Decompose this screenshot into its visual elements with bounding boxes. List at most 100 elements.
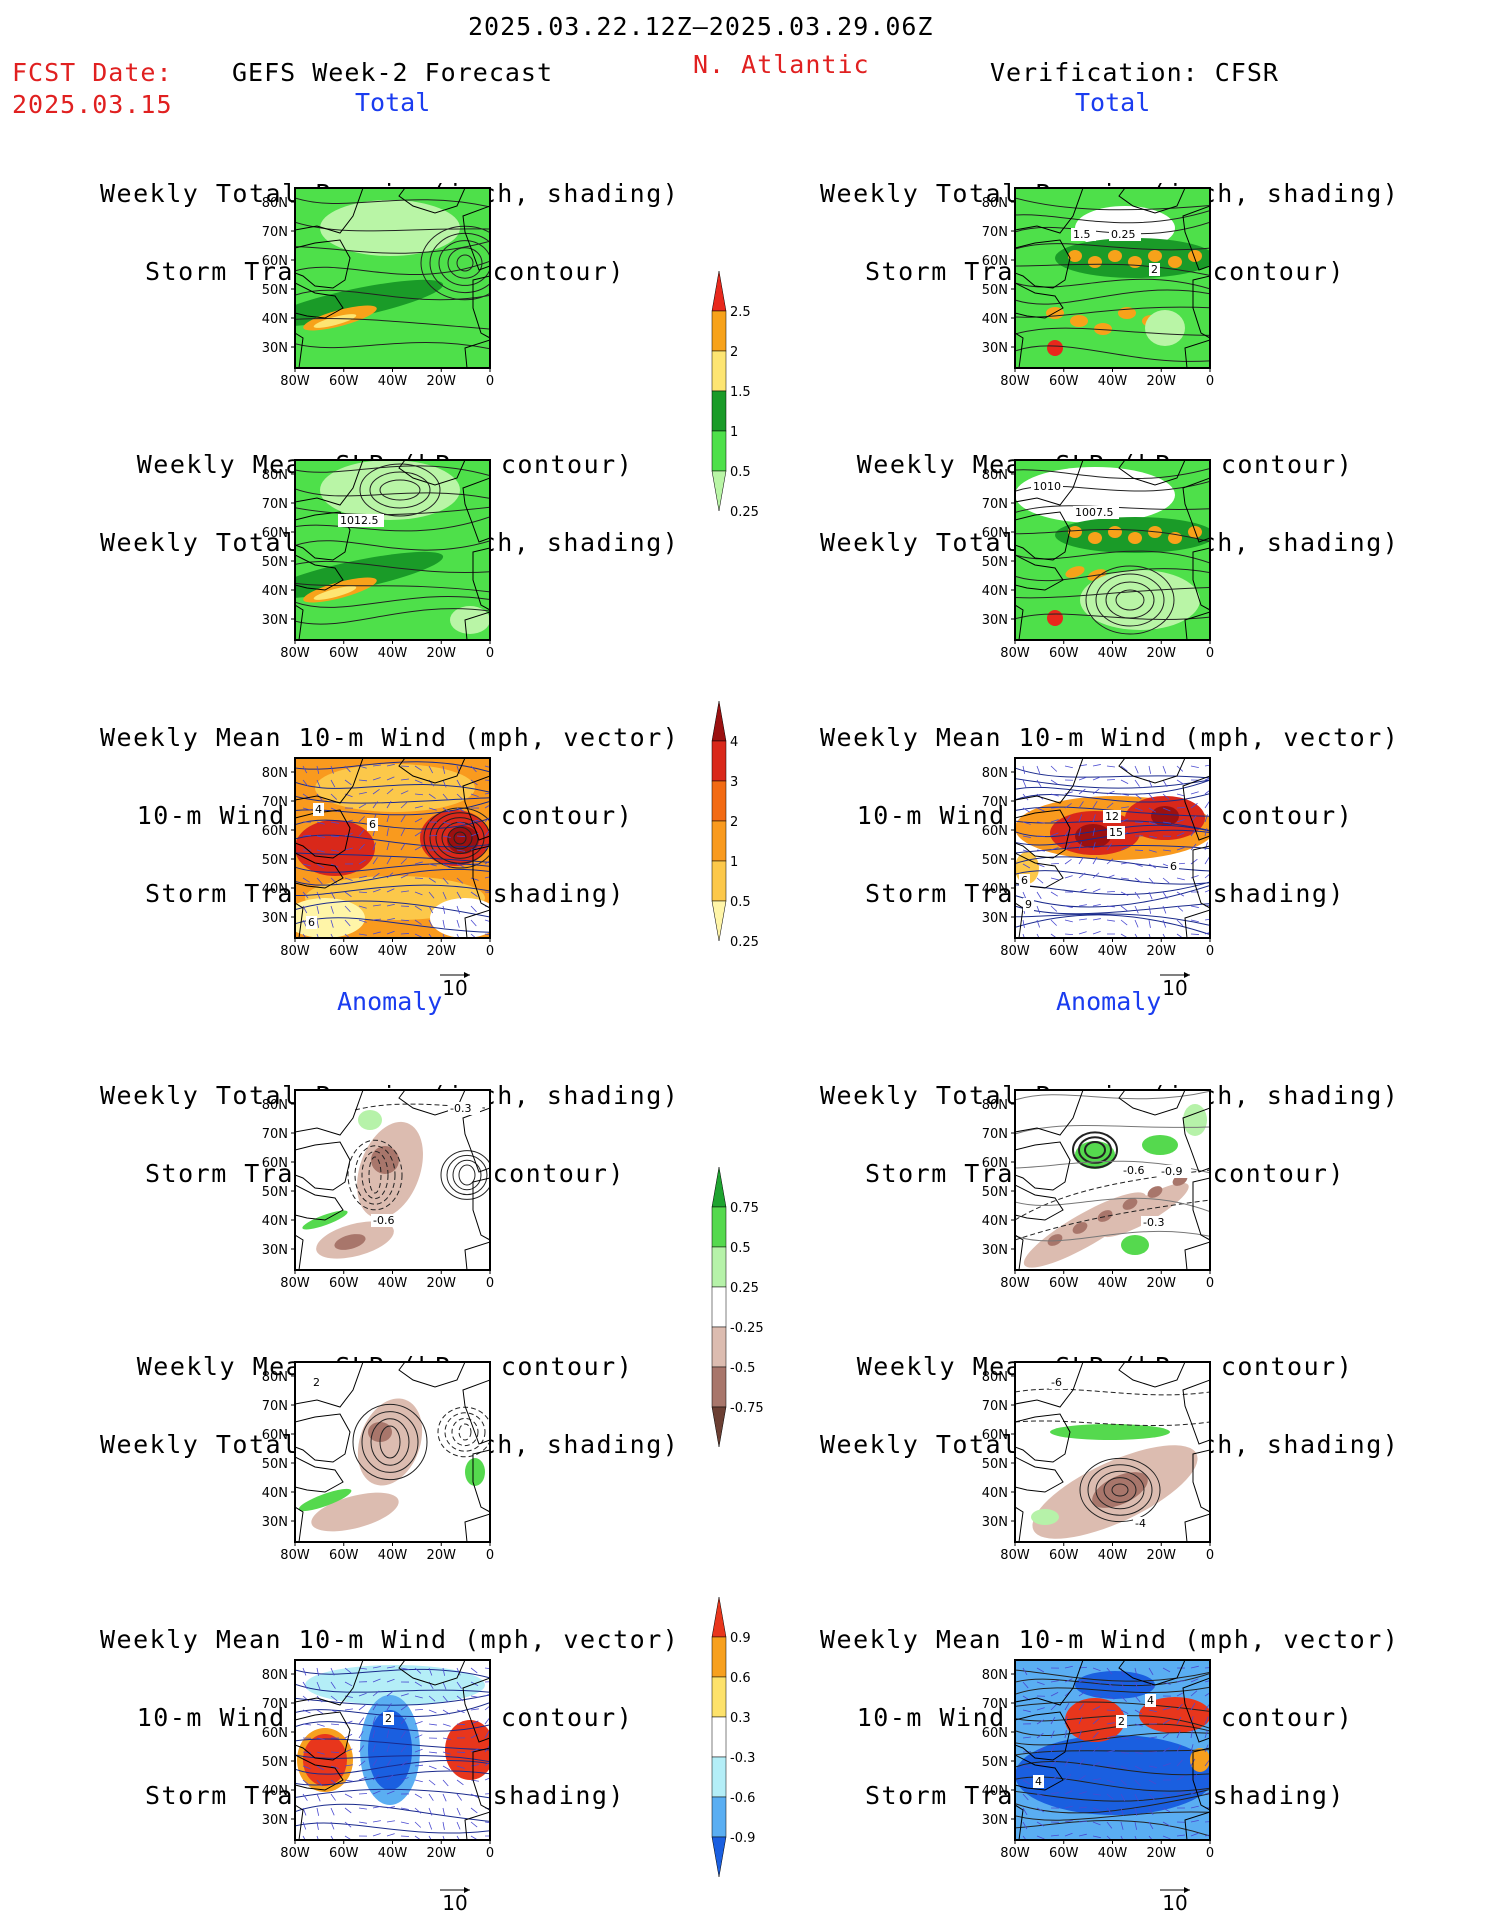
contour-line xyxy=(1015,289,1210,305)
wind-vector xyxy=(400,828,405,837)
wind-vector xyxy=(1190,1819,1199,1823)
wind-vector xyxy=(1134,1723,1143,1727)
wind-vector xyxy=(1120,793,1129,796)
contour-line xyxy=(1015,1789,1210,1802)
wind-vector xyxy=(470,1667,478,1674)
wind-vector xyxy=(316,1821,319,1830)
contour-line xyxy=(1015,1820,1210,1837)
wind-vector xyxy=(484,779,490,781)
wind-vector xyxy=(372,1678,381,1683)
wind-vector xyxy=(470,919,477,927)
wind-vector xyxy=(1148,793,1155,801)
wind-vector xyxy=(358,829,365,837)
coastline xyxy=(295,1456,344,1493)
wind-vector xyxy=(1134,849,1144,851)
contour-label: 1010 xyxy=(1033,480,1061,493)
wind-vector xyxy=(1036,1681,1045,1686)
lat-tick-label: 60N xyxy=(982,1428,1008,1443)
coastline xyxy=(1015,1234,1024,1270)
wind-vector xyxy=(344,1667,352,1674)
coastline xyxy=(398,460,466,486)
label-bg xyxy=(1033,1775,1044,1788)
wind-vector xyxy=(1162,1821,1171,1827)
wind-vector xyxy=(1148,1807,1154,1816)
wind-vector xyxy=(1148,1736,1157,1739)
wind-vector xyxy=(1036,877,1044,884)
shade-region xyxy=(1047,610,1063,626)
wind-vector xyxy=(372,857,378,865)
wind-vector xyxy=(1078,1679,1087,1683)
colorbar-swatch xyxy=(711,350,727,392)
shade-region xyxy=(1094,323,1112,335)
wind-vector xyxy=(330,1807,335,1816)
lon-tick-label: 20W xyxy=(427,1276,457,1291)
wind-vector xyxy=(344,919,351,927)
lat-tick-label: 70N xyxy=(982,497,1008,512)
wind-vector xyxy=(372,777,381,781)
lat-tick-label: 60N xyxy=(982,1726,1008,1741)
contour-label: -0.9 xyxy=(1161,1165,1182,1178)
wind-vector xyxy=(1204,889,1210,893)
colorbar-swatch xyxy=(711,1716,727,1758)
panel-content: 1010 1007.5 xyxy=(1015,460,1210,640)
coastline xyxy=(295,604,304,640)
wind-vector xyxy=(1120,1807,1124,1816)
wind-vector xyxy=(428,1723,437,1726)
contour-line xyxy=(295,240,490,254)
contour-line xyxy=(1015,779,1210,795)
wind-vector xyxy=(442,905,446,914)
lon-tick-label: 80W xyxy=(280,1276,310,1291)
wind-vector xyxy=(428,793,436,799)
lat-tick-label: 50N xyxy=(982,1457,1008,1472)
coastline xyxy=(1015,1711,1071,1761)
wind-vector xyxy=(456,1723,466,1726)
wind-vector xyxy=(1176,1680,1185,1683)
wind-vector xyxy=(358,1821,367,1824)
colorbar-cap xyxy=(711,470,727,512)
wind-vector xyxy=(372,764,381,767)
lat-tick-label: 70N xyxy=(262,1127,288,1142)
wind-vector xyxy=(316,1779,323,1787)
lat-tick-label: 40N xyxy=(262,1784,288,1799)
wind-vector xyxy=(330,779,336,788)
panel-content: -0.6 -0.9 -0.3 xyxy=(1015,1090,1210,1270)
wind-vector xyxy=(1050,1680,1059,1683)
shade-region xyxy=(1088,256,1102,268)
coastline xyxy=(1192,275,1210,339)
contour-line xyxy=(295,540,490,551)
wind-vector xyxy=(1036,1835,1045,1840)
wind-vector xyxy=(330,793,338,800)
wind-vector xyxy=(1050,1834,1059,1837)
shade-region xyxy=(1188,250,1202,262)
wind-vector xyxy=(1176,1730,1181,1739)
section-anomaly-right: Anomaly xyxy=(1056,987,1162,1016)
lat-tick-label: 80N xyxy=(262,196,288,211)
wind-vector xyxy=(1092,1761,1101,1767)
wind-vector xyxy=(1092,931,1101,935)
contour-line xyxy=(447,826,473,850)
contour-line xyxy=(295,488,490,499)
wind-vector xyxy=(456,863,465,868)
wind-vector xyxy=(1092,918,1101,921)
coastline xyxy=(1182,477,1210,543)
wind-vector xyxy=(1078,828,1082,837)
shade-region xyxy=(371,1146,399,1174)
coastline xyxy=(398,188,466,214)
coastline xyxy=(462,1107,490,1173)
contour-label: 6 xyxy=(369,818,376,831)
wind-vector xyxy=(1204,1792,1210,1795)
wind-vector xyxy=(330,1793,336,1801)
ref-arrow-head xyxy=(1184,1887,1190,1893)
wind-vector xyxy=(1022,1779,1031,1785)
label-bg xyxy=(1133,1517,1151,1530)
wind-vector xyxy=(302,1793,308,1801)
coastline xyxy=(1015,554,1064,591)
wind-vector xyxy=(428,1793,434,1801)
lat-tick-label: 50N xyxy=(982,555,1008,570)
wind-vector xyxy=(316,821,325,825)
coastline xyxy=(295,460,364,506)
wind-vector xyxy=(442,863,451,869)
contour-label: 0.25 xyxy=(1111,228,1136,241)
lat-tick-label: 60N xyxy=(262,526,288,541)
